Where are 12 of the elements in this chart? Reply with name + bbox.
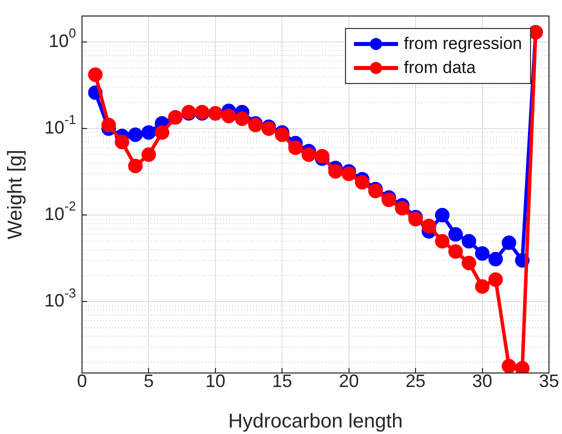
y-axis-title: Weight [g]	[4, 150, 27, 240]
x-tick-label: 10	[205, 370, 226, 391]
x-tick-label: 0	[76, 370, 88, 391]
legend-label: from data	[404, 58, 476, 78]
x-tick-label: 5	[144, 370, 154, 391]
x-tick-label: 20	[338, 370, 359, 391]
legend-label: from regression	[404, 34, 522, 54]
x-axis-title: Hydrocarbon length	[228, 410, 403, 433]
x-tick-label: 35	[538, 370, 560, 391]
x-tick-label: 15	[272, 370, 292, 391]
x-tick-label: 25	[406, 370, 426, 391]
x-tick-label: 30	[472, 370, 492, 391]
